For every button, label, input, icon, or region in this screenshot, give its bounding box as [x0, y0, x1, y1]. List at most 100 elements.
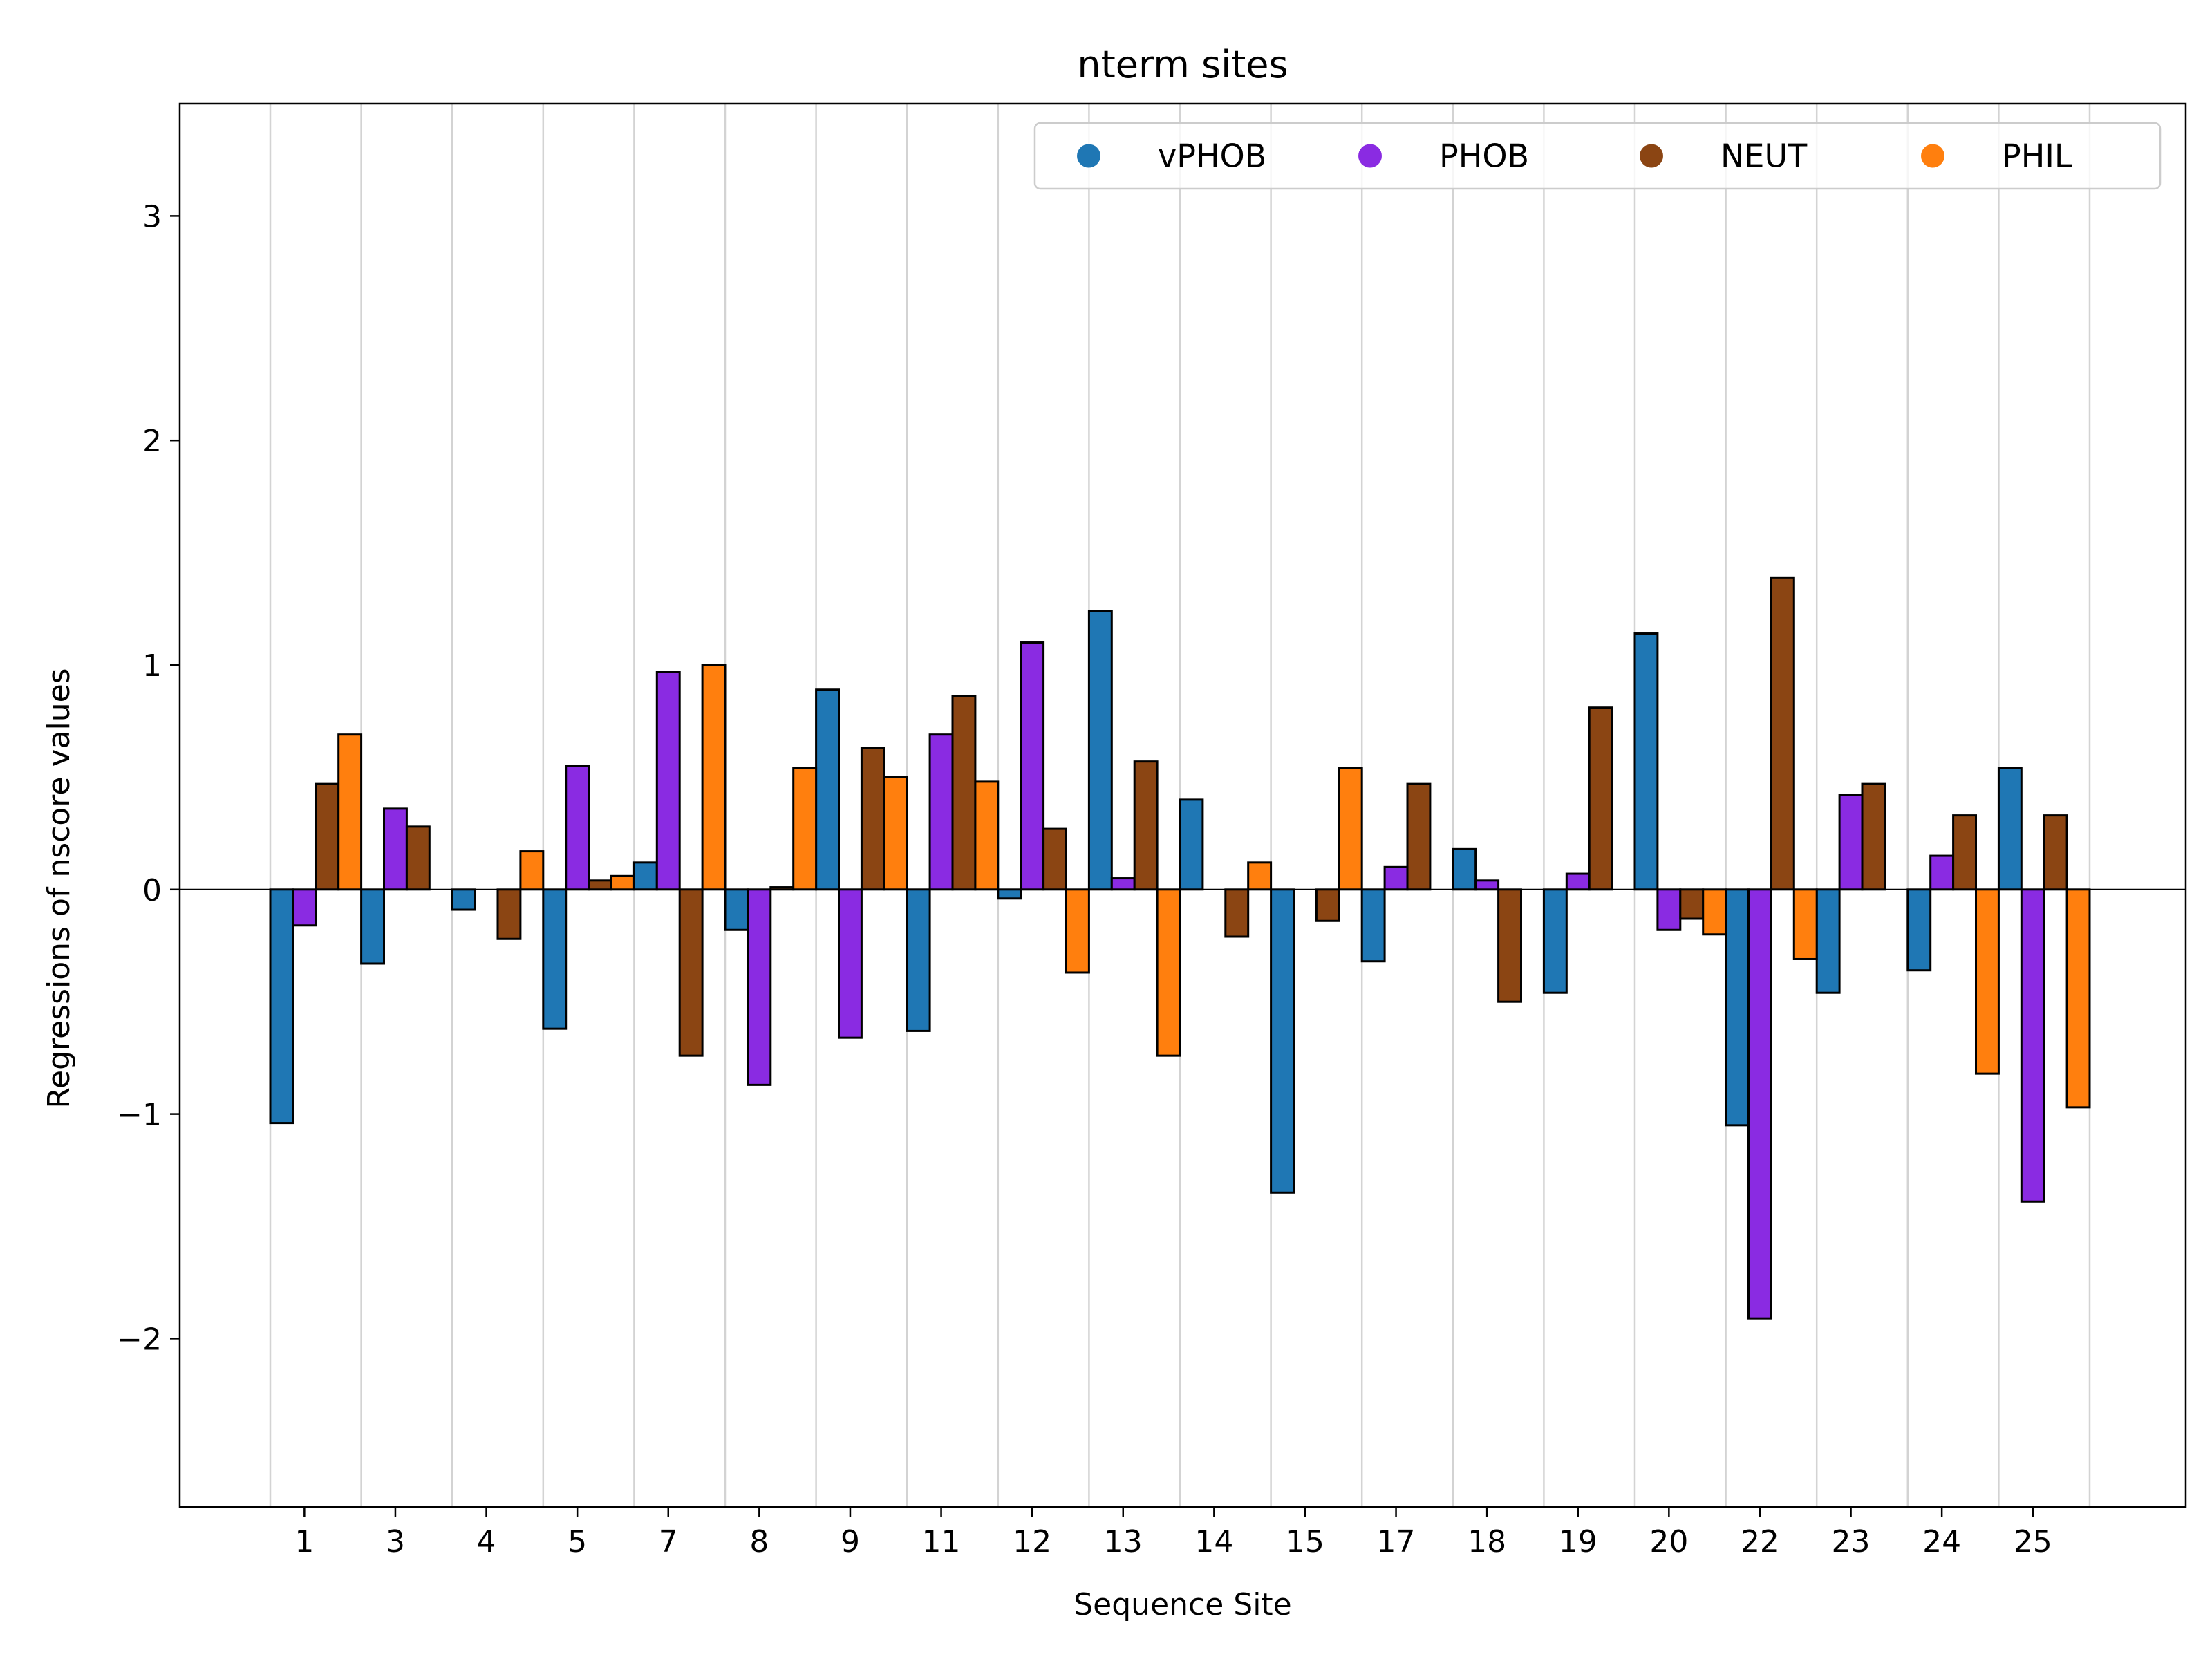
bar-phob-site-9 — [838, 888, 863, 1039]
x-tick-label: 15 — [1286, 1524, 1324, 1559]
x-tick-label: 1 — [294, 1524, 314, 1559]
x-tick-label: 14 — [1194, 1524, 1233, 1559]
bar-vphob-site-13 — [1087, 610, 1113, 891]
bar-vphob-site-14 — [1179, 798, 1204, 891]
bar-phil-site-8 — [792, 767, 818, 891]
x-tick-label: 11 — [922, 1524, 961, 1559]
bar-phob-site-8 — [747, 888, 772, 1086]
x-tick-label: 19 — [1559, 1524, 1597, 1559]
bar-neut-site-1 — [315, 782, 340, 891]
bar-vphob-site-25 — [1997, 767, 2023, 891]
bar-vphob-site-9 — [815, 688, 840, 891]
bar-neut-site-25 — [2043, 814, 2068, 891]
bar-vphob-site-22 — [1725, 888, 1750, 1127]
y-tick-label: −2 — [117, 1322, 162, 1357]
bar-phob-site-24 — [1929, 854, 1955, 891]
bar-phob-site-12 — [1020, 641, 1045, 891]
bar-phil-site-12 — [1065, 888, 1090, 974]
bar-neut-site-4 — [496, 888, 522, 940]
bar-phil-site-15 — [1338, 767, 1363, 891]
x-tick-label: 20 — [1649, 1524, 1688, 1559]
bar-phob-site-22 — [1747, 888, 1772, 1320]
legend-marker-phob — [1358, 144, 1382, 168]
bar-neut-site-15 — [1315, 888, 1340, 922]
x-tick-label: 23 — [1832, 1524, 1871, 1559]
legend-label-phil: PHIL — [2002, 138, 2072, 175]
bar-vphob-site-12 — [997, 888, 1022, 900]
bar-phob-site-7 — [655, 671, 681, 891]
bar-phil-site-13 — [1156, 888, 1181, 1057]
x-tick-label: 13 — [1104, 1524, 1143, 1559]
bar-phob-site-17 — [1383, 865, 1409, 891]
y-axis-title: Regressions of nscore values — [41, 668, 77, 1108]
bar-vphob-site-23 — [1815, 888, 1841, 994]
x-tick-label: 24 — [1922, 1524, 1961, 1559]
bar-vphob-site-18 — [1452, 847, 1477, 891]
bar-phob-site-19 — [1565, 872, 1591, 891]
bar-phil-site-11 — [974, 780, 1000, 891]
x-axis: 1 3 4 5 7 8 9 11 12 13 14 15 17 18 19 20 22 23 24 25 — [294, 1507, 2052, 1559]
legend-marker-vphob — [1077, 144, 1100, 168]
bar-phil-site-7 — [701, 664, 727, 891]
x-tick-label: 4 — [477, 1524, 496, 1559]
legend: vPHOB PHOB NEUT PHIL — [1033, 122, 2162, 190]
bar-neut-site-19 — [1588, 706, 1613, 891]
bar-neut-site-23 — [1861, 782, 1886, 891]
bar-phil-site-20 — [1702, 888, 1727, 936]
bar-phil-site-4 — [519, 850, 545, 891]
bar-neut-site-24 — [1952, 814, 1978, 891]
bar-neut-site-3 — [405, 825, 431, 891]
x-tick-label: 18 — [1468, 1524, 1506, 1559]
bar-phob-site-20 — [1656, 888, 1682, 931]
bar-phob-site-5 — [565, 765, 590, 891]
bar-vphob-site-4 — [451, 888, 476, 911]
bar-neut-site-5 — [588, 879, 612, 891]
bar-phil-site-5 — [610, 874, 635, 891]
bar-phil-site-24 — [1975, 888, 2000, 1075]
bar-neut-site-22 — [1770, 576, 1795, 891]
bar-phob-site-23 — [1838, 794, 1864, 891]
bar-phob-site-1 — [292, 888, 317, 927]
legend-label-vphob: vPHOB — [1158, 138, 1266, 175]
chart-title: nterm sites — [1077, 43, 1288, 86]
bar-phob-site-18 — [1474, 879, 1500, 891]
bar-phil-site-9 — [883, 776, 908, 891]
bar-neut-site-13 — [1133, 760, 1159, 891]
bar-neut-site-11 — [951, 695, 977, 891]
bar-vphob-site-17 — [1360, 888, 1386, 963]
x-tick-label: 8 — [749, 1524, 769, 1559]
x-tick-label: 3 — [386, 1524, 405, 1559]
y-tick-label: 2 — [142, 424, 162, 459]
x-tick-label: 25 — [2014, 1524, 2052, 1559]
bar-neut-site-7 — [678, 888, 704, 1057]
bar-neut-site-12 — [1042, 827, 1067, 891]
x-tick-label: 22 — [1741, 1524, 1779, 1559]
bar-vphob-site-15 — [1270, 888, 1295, 1194]
x-tick-label: 17 — [1377, 1524, 1416, 1559]
x-tick-label: 9 — [841, 1524, 860, 1559]
y-axis: −2 −1 0 1 2 3 — [117, 199, 180, 1357]
bar-phob-site-13 — [1110, 877, 1136, 891]
bar-vphob-site-1 — [269, 888, 294, 1125]
bar-phil-site-14 — [1247, 861, 1273, 891]
bar-vphob-site-19 — [1542, 888, 1568, 994]
bar-phil-site-25 — [2065, 888, 2091, 1109]
bar-vphob-site-20 — [1633, 632, 1659, 891]
bars — [269, 576, 2091, 1320]
plot-frame — [178, 102, 2187, 1508]
y-tick-label: −1 — [117, 1098, 162, 1133]
legend-label-phob: PHOB — [1439, 138, 1529, 175]
x-tick-label: 7 — [659, 1524, 678, 1559]
bar-phob-site-3 — [383, 807, 408, 891]
bar-neut-site-20 — [1679, 888, 1705, 920]
bar-phob-site-11 — [928, 733, 954, 891]
bar-vphob-site-3 — [360, 888, 385, 965]
bar-phob-site-25 — [2020, 888, 2045, 1203]
legend-marker-phil — [1921, 144, 1944, 168]
bar-vphob-site-5 — [542, 888, 568, 1030]
legend-box — [1033, 122, 2162, 190]
y-tick-label: 1 — [142, 648, 162, 684]
bar-vphob-site-11 — [906, 888, 931, 1032]
